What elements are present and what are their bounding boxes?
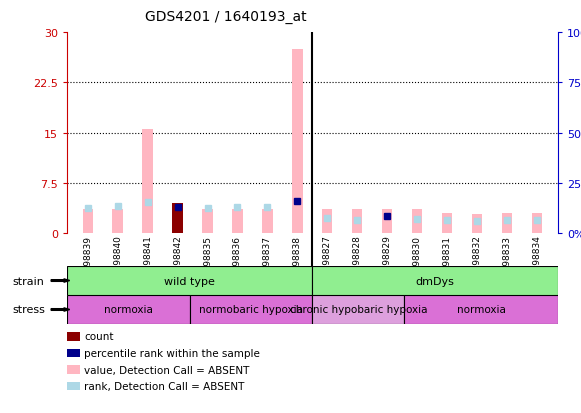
Bar <box>142 130 153 233</box>
Text: normobaric hypoxia: normobaric hypoxia <box>199 305 303 315</box>
Bar <box>382 210 392 233</box>
Text: chronic hypobaric hypoxia: chronic hypobaric hypoxia <box>289 305 427 315</box>
Text: percentile rank within the sample: percentile rank within the sample <box>84 348 260 358</box>
Bar <box>113 210 123 233</box>
Text: GSM398841: GSM398841 <box>143 235 152 290</box>
Text: normoxia: normoxia <box>104 305 153 315</box>
Text: GSM398842: GSM398842 <box>173 235 182 290</box>
Bar <box>472 215 482 233</box>
Text: GSM398835: GSM398835 <box>203 235 212 290</box>
Bar <box>189 295 313 324</box>
Bar <box>442 213 452 233</box>
Text: count: count <box>84 332 114 342</box>
Text: GDS4201 / 1640193_at: GDS4201 / 1640193_at <box>145 10 307 24</box>
Bar <box>202 210 213 233</box>
Bar <box>262 210 272 233</box>
Text: GSM398840: GSM398840 <box>113 235 122 290</box>
Text: dmDys: dmDys <box>415 276 454 286</box>
Text: GSM398831: GSM398831 <box>443 235 451 290</box>
Text: wild type: wild type <box>164 276 215 286</box>
Text: GSM398838: GSM398838 <box>293 235 302 290</box>
Text: GSM398836: GSM398836 <box>233 235 242 290</box>
Bar <box>292 50 303 233</box>
Bar <box>67 266 313 295</box>
Text: stress: stress <box>13 305 46 315</box>
Text: GSM398833: GSM398833 <box>503 235 511 290</box>
Bar <box>232 210 243 233</box>
Bar <box>501 213 512 233</box>
Text: GSM398834: GSM398834 <box>532 235 541 290</box>
Text: normoxia: normoxia <box>457 305 505 315</box>
Bar <box>313 295 404 324</box>
Text: GSM398828: GSM398828 <box>353 235 362 290</box>
Text: GSM398829: GSM398829 <box>383 235 392 290</box>
Bar <box>412 210 422 233</box>
Text: GSM398832: GSM398832 <box>472 235 482 290</box>
Bar <box>173 203 183 233</box>
Text: rank, Detection Call = ABSENT: rank, Detection Call = ABSENT <box>84 381 245 391</box>
Text: value, Detection Call = ABSENT: value, Detection Call = ABSENT <box>84 365 250 375</box>
Bar <box>322 210 332 233</box>
Text: GSM398830: GSM398830 <box>413 235 422 290</box>
Text: GSM398839: GSM398839 <box>83 235 92 290</box>
Bar <box>83 210 93 233</box>
Text: strain: strain <box>13 276 45 286</box>
Bar <box>67 295 189 324</box>
Bar <box>532 213 542 233</box>
Bar <box>404 295 558 324</box>
Text: GSM398827: GSM398827 <box>323 235 332 290</box>
Text: GSM398837: GSM398837 <box>263 235 272 290</box>
Bar <box>313 266 558 295</box>
Bar <box>352 210 363 233</box>
